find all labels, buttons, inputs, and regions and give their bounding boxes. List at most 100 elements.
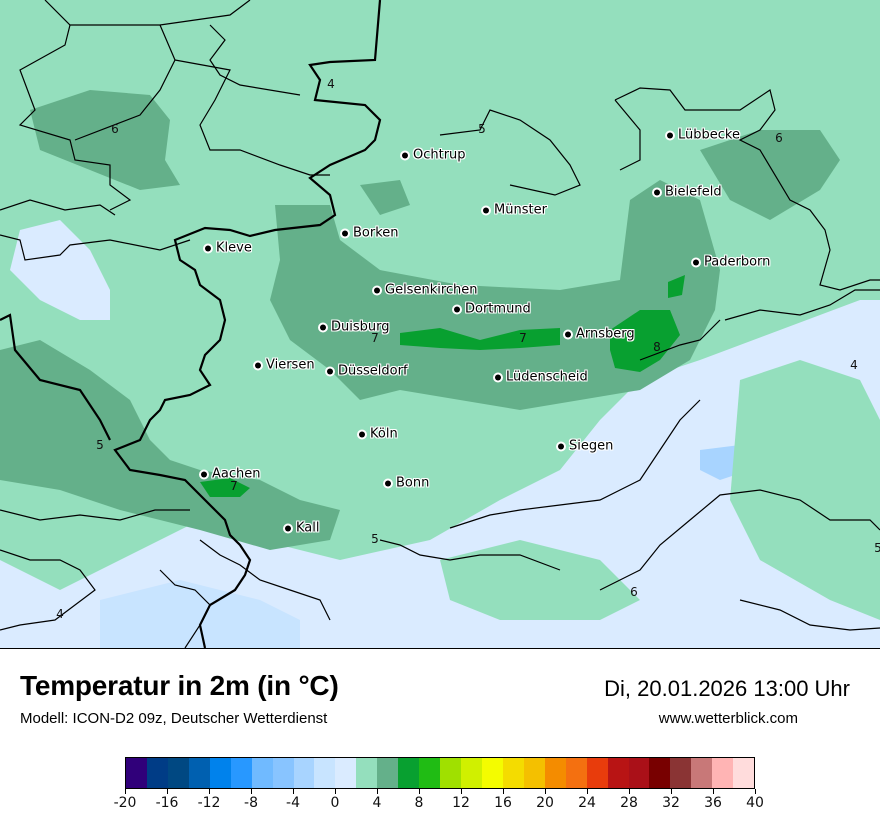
mint-area-south xyxy=(440,540,640,620)
city-name: Köln xyxy=(370,426,398,442)
colorbar-segment xyxy=(419,758,441,788)
colorbar-segment xyxy=(586,758,608,788)
colorbar-segment xyxy=(733,758,755,788)
colorbar-segment xyxy=(314,758,336,788)
city-marker-icon xyxy=(454,306,460,312)
contour-value-label: 7 xyxy=(371,331,379,345)
colorbar-segment xyxy=(481,758,503,788)
tick-label: 32 xyxy=(662,795,680,811)
city-marker-icon xyxy=(654,189,660,195)
city-label: Viersen xyxy=(255,358,315,373)
city-marker-icon xyxy=(255,362,261,368)
colorbar-segment xyxy=(440,758,461,788)
city-marker-icon xyxy=(342,230,348,236)
model-info: Modell: ICON-D2 09z, Deutscher Wetterdie… xyxy=(20,710,328,727)
city-label: Kleve xyxy=(205,241,252,256)
tick-mark xyxy=(418,789,420,794)
city-label: Lübbecke xyxy=(667,128,740,143)
tick-label: 0 xyxy=(330,795,340,811)
city-name: Bonn xyxy=(396,475,430,491)
contour-value-label: 6 xyxy=(775,131,783,145)
warm-area-nw xyxy=(30,90,180,190)
colorbar-segment xyxy=(691,758,713,788)
tick-mark xyxy=(712,789,714,794)
tick-label: 28 xyxy=(620,795,638,811)
contour-value-label: 7 xyxy=(519,331,527,345)
colorbar-ticks: -20 -16 -12 -8 -4 0 4 8 12 16 20 24 28 32 36 40 xyxy=(114,789,764,819)
warm-area-central xyxy=(270,180,720,410)
colorbar-segment xyxy=(628,758,650,788)
tick-mark xyxy=(124,789,126,794)
tick-label: -8 xyxy=(244,795,258,811)
tick-mark xyxy=(670,789,672,794)
city-label: Borken xyxy=(342,226,399,241)
city-marker-icon xyxy=(359,431,365,437)
city-marker-icon xyxy=(205,245,211,251)
contour-value-label: 4 xyxy=(56,607,64,621)
city-name: Bielefeld xyxy=(665,184,722,200)
city-label: Bonn xyxy=(385,476,429,491)
tick-mark xyxy=(544,789,546,794)
chart-title: Temperatur in 2m (in °C) xyxy=(20,670,339,701)
tick-mark xyxy=(166,789,168,794)
colorbar-segment xyxy=(712,758,734,788)
temperature-colorbar xyxy=(125,757,755,789)
tick-mark xyxy=(628,789,630,794)
city-name: Borken xyxy=(353,225,399,241)
website-link[interactable]: www.wetterblick.com xyxy=(658,710,798,727)
contour-value-label: 5 xyxy=(874,541,880,555)
colorbar-segment xyxy=(565,758,587,788)
city-label: Gelsenkirchen xyxy=(374,283,478,298)
hot-patch-aachen xyxy=(200,478,250,497)
city-marker-icon xyxy=(327,368,333,374)
city-label: Aachen xyxy=(201,467,260,482)
colorbar-segment xyxy=(649,758,671,788)
contour-value-label: 6 xyxy=(111,122,119,136)
contour-value-label: 6 xyxy=(630,585,638,599)
city-label: Lüdenscheid xyxy=(495,370,588,385)
city-label: Duisburg xyxy=(320,320,390,335)
tick-mark xyxy=(292,789,294,794)
colorbar-segment xyxy=(209,758,231,788)
city-marker-icon xyxy=(402,152,408,158)
colorbar-segment xyxy=(251,758,273,788)
contour-value-label: 4 xyxy=(850,358,858,372)
colorbar-segment xyxy=(293,758,315,788)
colorbar-segment xyxy=(335,758,357,788)
city-marker-icon xyxy=(558,443,564,449)
city-label: Düsseldorf xyxy=(327,364,408,379)
city-name: Kall xyxy=(296,520,320,536)
city-marker-icon xyxy=(385,480,391,486)
colorbar-segment xyxy=(398,758,420,788)
map-shapes xyxy=(0,0,880,648)
colorbar-segment xyxy=(146,758,168,788)
city-marker-icon xyxy=(201,471,207,477)
city-marker-icon xyxy=(693,259,699,265)
tick-label: -16 xyxy=(155,795,179,811)
country-borders xyxy=(0,0,382,648)
tick-mark xyxy=(586,789,588,794)
city-label: Arnsberg xyxy=(565,327,635,342)
colorbar-segment xyxy=(377,758,399,788)
tick-mark xyxy=(376,789,378,794)
city-name: Ochtrup xyxy=(413,147,466,163)
tick-label: 24 xyxy=(578,795,596,811)
warm-area-ne xyxy=(700,130,840,220)
contour-value-label: 8 xyxy=(653,340,661,354)
city-name: Münster xyxy=(494,202,547,218)
city-name: Dortmund xyxy=(465,301,531,317)
city-name: Gelsenkirchen xyxy=(385,282,478,298)
tick-mark xyxy=(502,789,504,794)
city-label: Ochtrup xyxy=(402,148,466,163)
tick-mark xyxy=(250,789,252,794)
temperature-map: Ochtrup Münster Lübbecke Bielefeld Paderborn… xyxy=(0,0,880,649)
city-name: Düsseldorf xyxy=(338,363,408,379)
tick-label: -4 xyxy=(286,795,300,811)
city-label: Dortmund xyxy=(454,302,531,317)
colorbar-segment xyxy=(544,758,566,788)
city-name: Paderborn xyxy=(704,254,771,270)
city-name: Lüdenscheid xyxy=(506,369,588,385)
city-name: Arnsberg xyxy=(576,326,635,342)
colorbar-segment xyxy=(523,758,545,788)
tick-label: 40 xyxy=(746,795,764,811)
